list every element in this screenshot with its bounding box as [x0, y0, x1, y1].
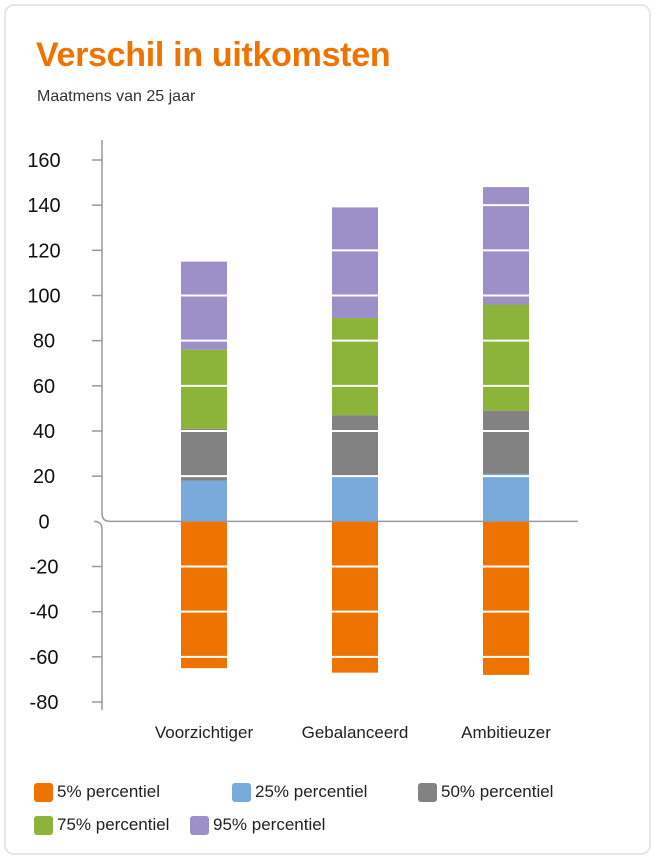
bar-p95-voorzichtiger	[181, 261, 227, 350]
bar-p95-gebalanceerd	[332, 207, 378, 319]
y-tick-label: -60	[30, 647, 59, 669]
bar-p25-ambitieuzer	[483, 473, 529, 522]
bar-p5-ambitieuzer	[483, 521, 529, 675]
y-tick-label: 80	[33, 331, 55, 353]
legend-label-p5: 5% percentiel	[57, 782, 161, 801]
bar-p5-gebalanceerd	[332, 521, 378, 673]
chart-subtitle: Maatmens van 25 jaar	[37, 88, 196, 105]
legend-label-p50: 50% percentiel	[441, 782, 554, 801]
stacked-bar-chart: Voorzichtiger Gebalanceerd Ambitieuzer 160 1…	[27, 140, 578, 742]
legend-swatch-p25	[232, 782, 251, 802]
legend-swatch-p95	[190, 815, 209, 835]
y-tick-label: -40	[30, 602, 59, 624]
bar-p95-ambitieuzer	[483, 187, 529, 305]
bars-group	[181, 187, 529, 675]
bar-p75-voorzichtiger	[181, 349, 227, 429]
legend-label-p95: 95% percentiel	[213, 815, 326, 834]
chart-title: Verschil in uitkomsten	[36, 36, 391, 74]
legend-label-p25: 25% percentiel	[255, 782, 368, 801]
y-tick-label: 40	[33, 421, 55, 443]
bar-p5-voorzichtiger	[181, 521, 227, 669]
y-tick-label: -20	[30, 557, 59, 579]
legend-swatch-p5	[34, 782, 53, 802]
legend-item-p75: 75% percentiel	[34, 815, 169, 835]
y-tick-label: 100	[27, 286, 60, 308]
bar-p50-gebalanceerd	[332, 415, 378, 477]
chart-card: Verschil in uitkomsten Maatmens van 25 j…	[4, 4, 651, 855]
y-tick-label: 120	[27, 240, 60, 262]
bar-p50-voorzichtiger	[181, 428, 227, 481]
bar-p25-voorzichtiger	[181, 480, 227, 522]
legend-swatch-p50	[418, 782, 437, 802]
legend-item-p25: 25% percentiel	[232, 782, 367, 802]
y-tick-label: 160	[27, 150, 60, 172]
bar-p75-gebalanceerd	[332, 318, 378, 416]
x-tick-label-voorzichtiger: Voorzichtiger	[155, 723, 254, 742]
y-tick-label: 140	[27, 195, 60, 217]
x-tick-label-ambitieuzer: Ambitieuzer	[461, 723, 551, 742]
axes-group: Voorzichtiger Gebalanceerd Ambitieuzer 160 1…	[27, 140, 578, 742]
legend-label-p75: 75% percentiel	[57, 815, 170, 834]
legend-item-p50: 50% percentiel	[418, 782, 553, 802]
y-tick-label: 60	[33, 376, 55, 398]
bar-p75-ambitieuzer	[483, 304, 529, 411]
bar-p25-gebalanceerd	[332, 476, 378, 522]
legend-swatch-p75	[34, 815, 53, 835]
y-axis-line	[93, 140, 111, 710]
bar-p50-ambitieuzer	[483, 410, 529, 474]
y-tick-label: -80	[30, 692, 59, 714]
x-tick-label-gebalanceerd: Gebalanceerd	[302, 723, 409, 742]
legend-item-p5: 5% percentiel	[34, 782, 160, 802]
y-tick-label: 20	[33, 466, 55, 488]
legend-item-p95: 95% percentiel	[190, 815, 325, 835]
y-tick-label: 0	[38, 511, 49, 533]
